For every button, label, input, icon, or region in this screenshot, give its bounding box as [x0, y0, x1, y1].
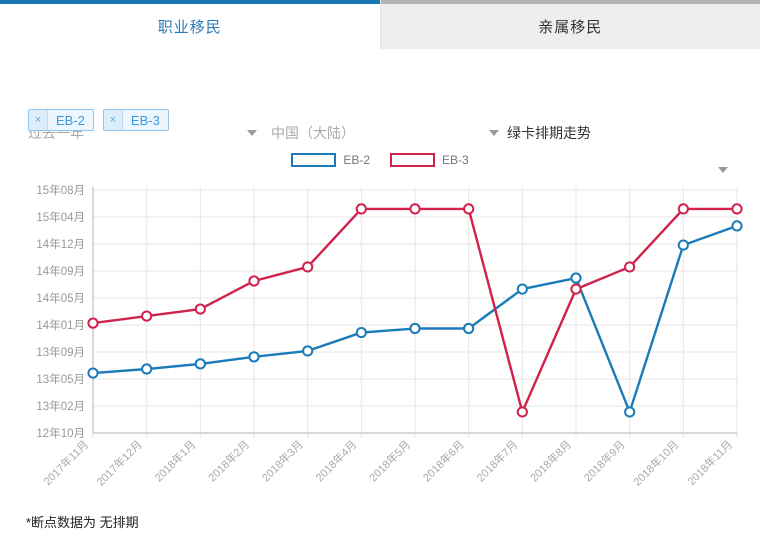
tab-employment-immigration[interactable]: 职业移民: [0, 0, 381, 49]
y-axis-tick-label: 14年09月: [36, 264, 85, 278]
y-axis-tick-label: 13年02月: [36, 399, 85, 413]
y-axis-tick-label: 12年10月: [36, 426, 85, 440]
chevron-down-icon-category[interactable]: [718, 167, 728, 173]
y-axis-tick-label: 15年04月: [36, 210, 85, 224]
data-point-eb-3[interactable]: [677, 203, 689, 215]
data-point-eb-3[interactable]: [731, 203, 743, 215]
data-point-eb-2[interactable]: [463, 322, 475, 335]
page-title: 绿卡排期走势: [507, 125, 591, 141]
data-point-eb-3[interactable]: [87, 317, 99, 329]
data-point-eb-3[interactable]: [463, 203, 475, 215]
tab-family-immigration-label: 亲属移民: [538, 18, 603, 36]
legend-swatch-eb2: [291, 153, 337, 167]
tag-eb2[interactable]: × EB-2: [28, 109, 94, 131]
close-icon-eb2[interactable]: ×: [29, 110, 48, 130]
country-select[interactable]: 中国（大陆）: [271, 125, 355, 141]
x-axis-tick-label: 2018年2月: [205, 437, 252, 484]
data-point-eb-3[interactable]: [409, 203, 421, 215]
data-point-eb-3[interactable]: [302, 261, 314, 273]
data-point-eb-2[interactable]: [194, 358, 206, 370]
x-axis-tick-label: 2018年8月: [527, 437, 574, 484]
tag-eb3[interactable]: × EB-3: [102, 109, 169, 131]
y-axis-tick-label: 13年09月: [36, 345, 85, 359]
data-point-eb-2[interactable]: [516, 283, 528, 295]
line-chart-svg: 15年08月 15年04月 14年12月 14年09月 14年05月 14年01月 13年0…: [36, 183, 743, 489]
data-point-eb-2[interactable]: [248, 351, 260, 363]
y-axis-tick-label: 14年01月: [36, 318, 85, 332]
x-axis-tick-label: 2018年4月: [312, 437, 359, 484]
chevron-down-icon-date-range[interactable]: [247, 130, 257, 136]
chart-footnote: *断点数据为 无排期: [26, 515, 139, 530]
data-point-eb-2[interactable]: [570, 272, 582, 284]
data-point-eb-2[interactable]: [409, 322, 421, 335]
data-point-eb-3[interactable]: [194, 303, 206, 315]
legend-item-eb2[interactable]: EB-2: [291, 153, 370, 167]
legend-swatch-eb3: [390, 153, 435, 167]
data-point-eb-2[interactable]: [302, 345, 314, 357]
x-axis-tick-label: 2018年6月: [420, 437, 467, 484]
data-point-eb-2[interactable]: [355, 326, 367, 339]
x-axis-tick-label: 2018年1月: [151, 437, 198, 484]
x-axis-tick-label: 2018年9月: [581, 437, 628, 484]
y-axis-tick-label: 15年08月: [36, 183, 85, 197]
tabbar: 职业移民 亲属移民: [0, 0, 760, 49]
tab-employment-immigration-label: 职业移民: [157, 18, 222, 36]
data-point-eb-3[interactable]: [624, 261, 636, 273]
chart-legend: EB-2 EB-3: [0, 153, 760, 167]
y-axis-tick-label: 13年05月: [36, 372, 85, 386]
data-point-eb-3[interactable]: [355, 203, 367, 215]
data-point-eb-3[interactable]: [141, 310, 153, 322]
data-point-eb-3[interactable]: [570, 283, 582, 295]
tab-active-indicator: [0, 0, 380, 4]
x-axis-tick-label: 2018年10月: [630, 437, 681, 488]
tab-inactive-indicator: [380, 0, 760, 4]
legend-label-eb2: EB-2: [343, 153, 370, 167]
tab-family-immigration[interactable]: 亲属移民: [380, 0, 760, 49]
x-axis-tick-label: 2018年11月: [684, 437, 735, 488]
chart-container: EB-2 EB-3 15年08月 15年04月 14年12月 14年09月 14年05月…: [0, 150, 760, 505]
data-point-eb-2[interactable]: [624, 406, 636, 418]
x-axis-tick-label: 2018年3月: [259, 437, 306, 484]
tag-eb3-label: EB-3: [122, 110, 168, 130]
tag-eb2-label: EB-2: [48, 110, 93, 130]
data-point-eb-2[interactable]: [141, 363, 153, 375]
x-axis-tick-label: 2017年12月: [93, 437, 144, 488]
x-axis-tick-label: 2017年11月: [40, 437, 91, 488]
selected-category-tags: × EB-2 × EB-3: [28, 109, 169, 131]
data-point-eb-2[interactable]: [677, 239, 689, 251]
legend-item-eb3[interactable]: EB-3: [390, 153, 469, 167]
filter-bar: 过去一年 中国（大陆） 绿卡排期走势: [0, 49, 760, 173]
x-axis-tick-label: 2018年5月: [366, 437, 413, 484]
chevron-down-icon-country[interactable]: [489, 130, 499, 136]
legend-label-eb3: EB-3: [442, 153, 469, 167]
data-point-eb-2[interactable]: [87, 367, 99, 379]
y-axis-tick-label: 14年12月: [36, 237, 85, 251]
data-point-eb-3[interactable]: [248, 275, 260, 287]
data-point-eb-3[interactable]: [516, 406, 528, 418]
data-point-eb-2[interactable]: [731, 220, 743, 232]
x-axis-tick-label: 2018年7月: [473, 437, 520, 484]
y-axis-tick-label: 14年05月: [36, 291, 85, 305]
close-icon-eb3[interactable]: ×: [103, 110, 123, 130]
